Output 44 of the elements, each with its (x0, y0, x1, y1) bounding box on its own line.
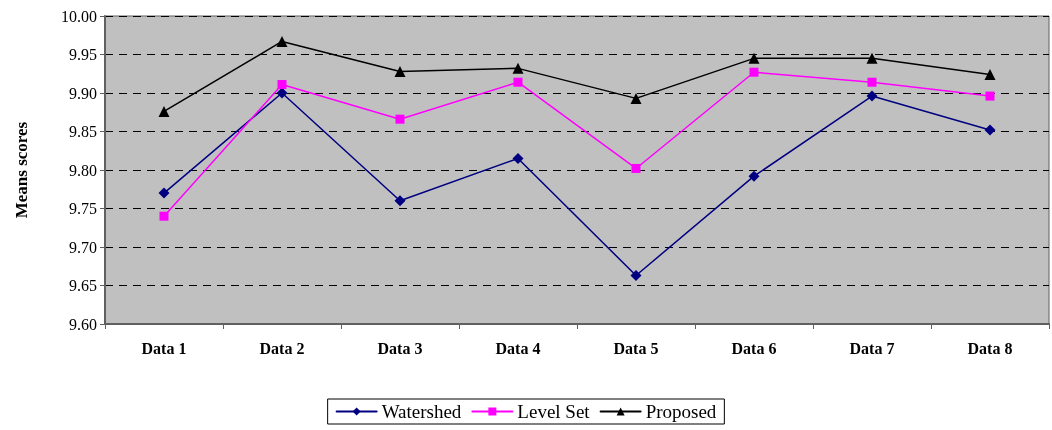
point (395, 114, 405, 124)
point (158, 187, 170, 199)
x-tick-label: Data 2 (259, 339, 305, 357)
x-tick-label: Data 5 (613, 339, 659, 357)
x-tick-label: Data 4 (495, 339, 541, 357)
x-tick-label: Data 1 (141, 339, 187, 357)
point (984, 69, 996, 81)
x-tick-label: Data 7 (849, 339, 895, 357)
y-tick-label: 9.90 (69, 84, 97, 102)
legend-label: Proposed (645, 401, 717, 422)
y-tick-label: 9.70 (69, 238, 97, 256)
x-tick-label: Data 8 (967, 339, 1013, 357)
y-tick-label: 9.75 (69, 200, 97, 217)
y-tick-label: 9.80 (69, 161, 97, 179)
point (630, 269, 642, 281)
point (985, 91, 995, 101)
y-tick-label: 9.60 (69, 315, 97, 333)
y-tick-label: 9.65 (69, 277, 97, 294)
x-tick-label: Data 6 (731, 339, 777, 357)
point (512, 62, 524, 74)
point (748, 52, 760, 64)
point (866, 52, 878, 64)
point (749, 67, 759, 77)
point (630, 92, 642, 104)
legend-label: Watershed (381, 401, 462, 422)
point (394, 65, 406, 77)
point (277, 80, 287, 90)
point (276, 35, 288, 47)
point (984, 124, 996, 136)
y-axis-title: Means scores (12, 121, 31, 219)
y-tick-label: 10.00 (61, 7, 97, 25)
point (512, 152, 524, 164)
legend-label: Level Set (517, 401, 591, 422)
point (748, 170, 760, 182)
point (866, 90, 878, 102)
point (867, 77, 877, 87)
y-tick-label: 9.85 (69, 123, 97, 140)
point (513, 77, 523, 87)
point (158, 105, 170, 117)
point (631, 163, 641, 173)
x-tick-label: Data 3 (377, 339, 423, 357)
y-tick-label: 9.95 (69, 46, 97, 63)
point (159, 211, 169, 221)
point (394, 195, 406, 207)
